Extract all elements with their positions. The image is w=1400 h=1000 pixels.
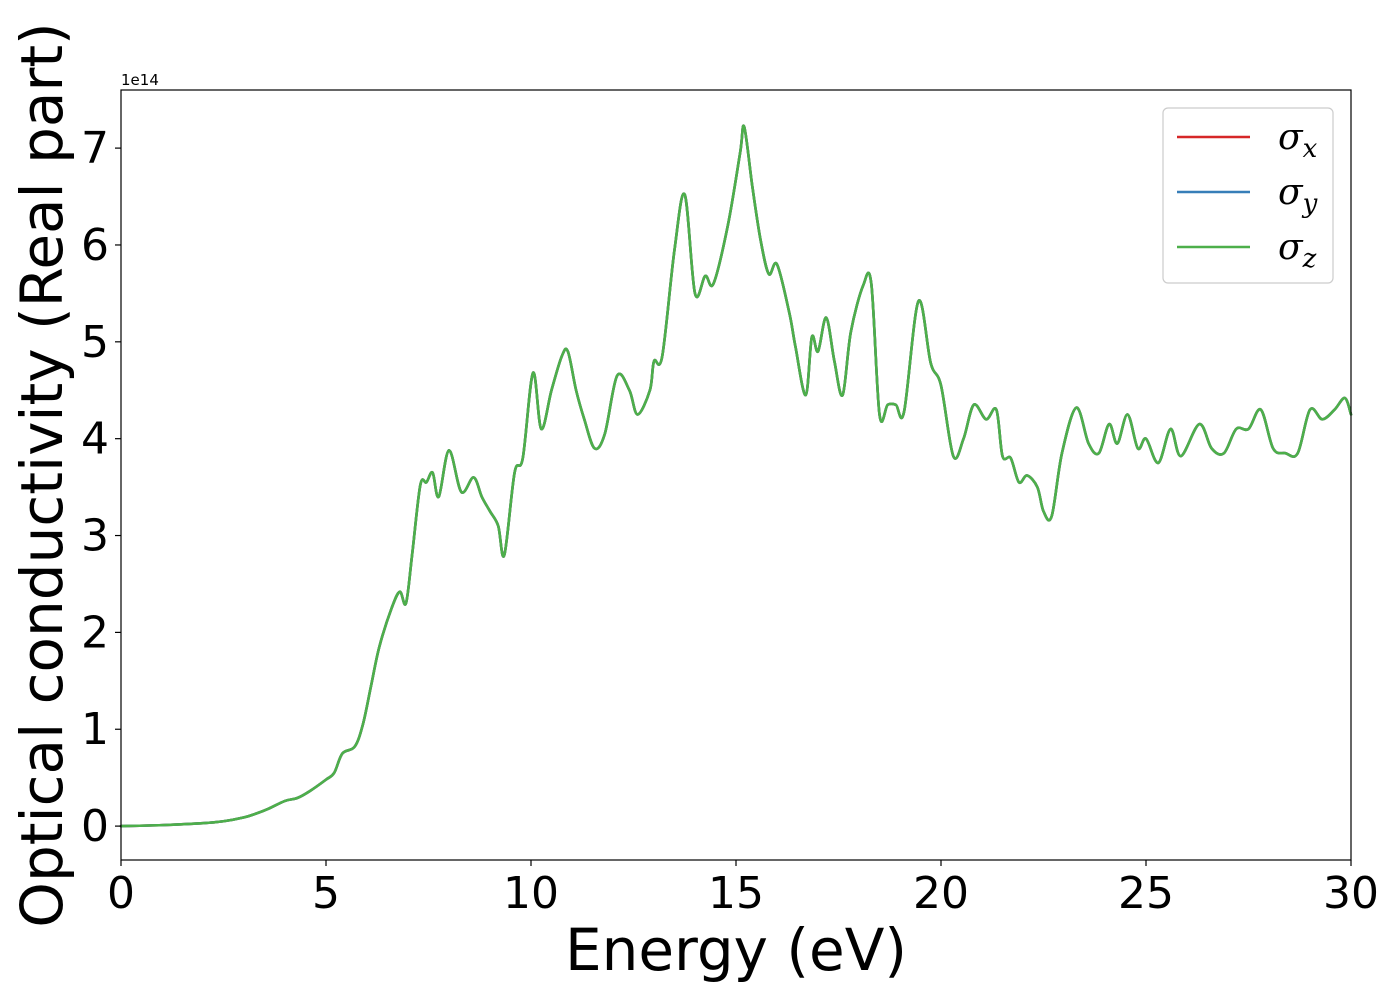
x-axis-title: Energy (eV) bbox=[565, 916, 907, 984]
legend-subscript: y bbox=[1302, 189, 1318, 219]
legend-subscript: z bbox=[1302, 244, 1317, 274]
legend-label-z: σz bbox=[1278, 227, 1317, 274]
y-tick-label: 4 bbox=[81, 414, 109, 465]
legend-subscript: x bbox=[1303, 134, 1318, 164]
y-tick-label: 1 bbox=[81, 704, 109, 755]
legend-label-x: σx bbox=[1278, 117, 1318, 164]
x-tick-label: 15 bbox=[708, 868, 764, 919]
x-axis: 0 5 10 15 20 25 30 bbox=[107, 860, 1379, 919]
y-offset-label: 1e14 bbox=[121, 71, 159, 89]
y-tick-label: 0 bbox=[81, 801, 109, 852]
y-tick-label: 2 bbox=[81, 607, 109, 658]
x-tick-label: 5 bbox=[312, 868, 340, 919]
legend-symbol: σ bbox=[1278, 227, 1304, 268]
y-axis-title: Optical conductivity (Real part) bbox=[8, 22, 76, 927]
series-line-z bbox=[119, 124, 1353, 828]
legend-symbol: σ bbox=[1278, 172, 1304, 213]
y-tick-label: 5 bbox=[81, 317, 109, 368]
x-tick-label: 10 bbox=[503, 868, 559, 919]
legend-box bbox=[1162, 107, 1334, 284]
x-tick-label: 20 bbox=[913, 868, 969, 919]
x-tick-label: 0 bbox=[107, 868, 135, 919]
y-axis: 0 1 2 3 4 5 6 7 bbox=[81, 123, 121, 852]
x-tick-label: 30 bbox=[1323, 868, 1379, 919]
y-tick-label: 6 bbox=[81, 220, 109, 271]
y-tick-label: 3 bbox=[81, 511, 109, 562]
x-tick-label: 25 bbox=[1118, 868, 1174, 919]
legend-symbol: σ bbox=[1278, 117, 1304, 158]
plot-lines bbox=[119, 124, 1353, 828]
y-tick-label: 7 bbox=[81, 123, 109, 174]
legend-label-y: σy bbox=[1278, 172, 1318, 219]
